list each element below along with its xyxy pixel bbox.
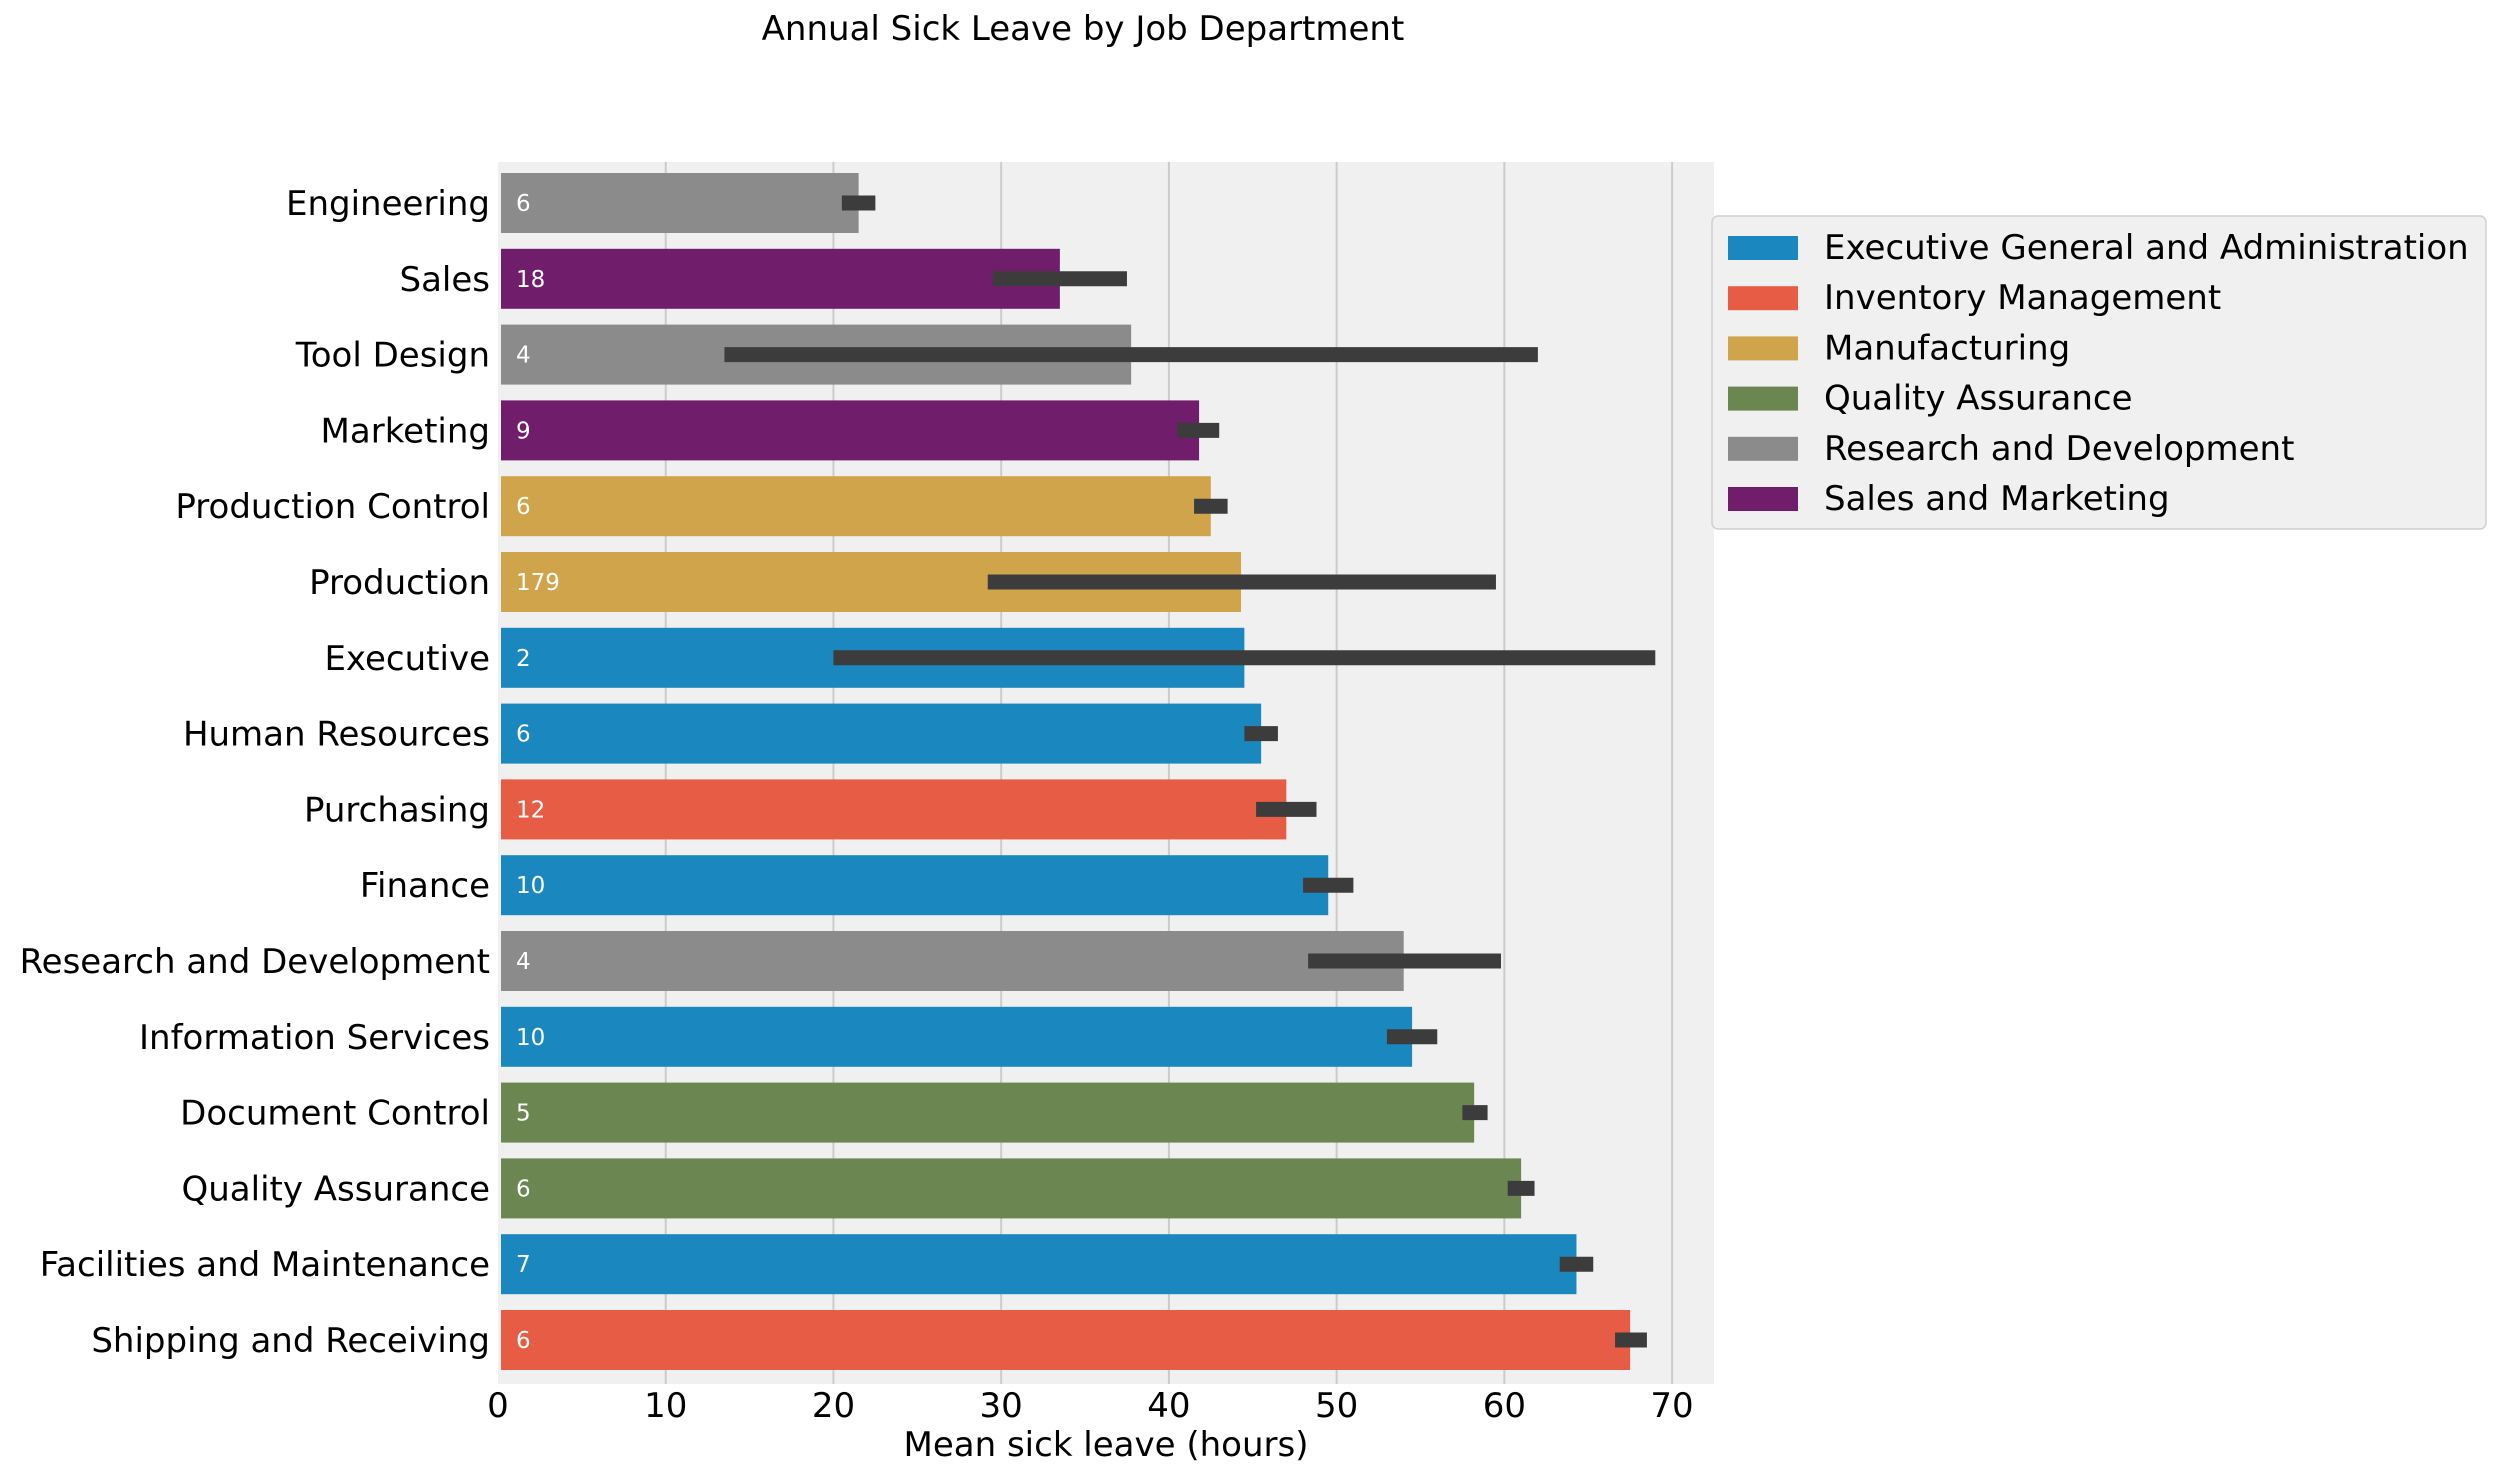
count-labels: 6 18 4 9 6 179 2 6 12 10 4 10 5 6 7 6	[516, 191, 560, 1354]
legend-label-research-and-development: Research and Development	[1824, 429, 2294, 469]
y-tick-label-tool-design: Tool Design	[295, 336, 490, 376]
error-bars	[724, 195, 1656, 1348]
x-tick-label-10: 10	[644, 1386, 687, 1426]
x-axis-title: Mean sick leave (hours)	[904, 1425, 1309, 1465]
x-tick-label-20: 20	[812, 1386, 855, 1426]
y-tick-label-document-control: Document Control	[180, 1094, 490, 1134]
y-tick-label-production: Production	[309, 563, 490, 603]
legend-label-quality-assurance: Quality Assurance	[1824, 379, 2133, 419]
y-tick-label-information-services: Information Services	[139, 1018, 490, 1058]
bar-engineering	[501, 173, 859, 233]
bar-purchasing	[501, 779, 1287, 840]
y-tick-label-quality-assurance: Quality Assurance	[181, 1169, 490, 1209]
x-tick-label-70: 70	[1650, 1386, 1693, 1426]
x-tick-label-0: 0	[487, 1386, 509, 1426]
legend-swatch-sales-and-marketing	[1728, 487, 1798, 511]
x-tick-labels: 0 10 20 30 40 50 60 70	[487, 1386, 1694, 1426]
y-tick-label-marketing: Marketing	[321, 411, 490, 451]
legend-swatch-inventory-management	[1728, 286, 1798, 311]
y-tick-label-human-resources: Human Resources	[183, 715, 490, 755]
count-label-purchasing: 12	[516, 797, 545, 823]
bar-information-services	[501, 1006, 1413, 1067]
count-label-sales: 18	[516, 267, 545, 293]
legend-box	[1711, 215, 2487, 530]
legend-swatch-research-and-development	[1728, 436, 1798, 461]
y-tick-label-purchasing: Purchasing	[304, 790, 490, 830]
count-label-research-and-development: 4	[516, 949, 531, 975]
bar-human-resources	[501, 703, 1262, 764]
count-label-production: 179	[516, 570, 560, 596]
y-tick-label-sales: Sales	[400, 260, 491, 300]
x-tick-label-50: 50	[1315, 1386, 1358, 1426]
count-label-human-resources: 6	[516, 722, 531, 748]
x-tick-label-40: 40	[1147, 1386, 1190, 1426]
count-label-facilities-and-maintenance: 7	[516, 1252, 531, 1278]
y-tick-label-research-and-development: Research and Development	[20, 942, 490, 982]
count-label-shipping-and-receiving: 6	[516, 1328, 531, 1354]
bar-finance	[501, 855, 1329, 916]
legend-swatch-quality-assurance	[1728, 386, 1798, 411]
count-label-finance: 10	[516, 873, 545, 899]
legend-swatch-manufacturing	[1728, 336, 1798, 361]
x-tick-label-30: 30	[980, 1386, 1023, 1426]
bar-research-and-development	[501, 931, 1404, 991]
bar-facilities-and-maintenance	[501, 1234, 1577, 1295]
count-label-quality-assurance: 6	[516, 1176, 531, 1202]
bar-production-control	[501, 476, 1211, 537]
count-label-tool-design: 4	[516, 343, 531, 369]
count-label-executive: 2	[516, 646, 531, 672]
bar-shipping-and-receiving	[501, 1310, 1631, 1370]
legend: Executive General and Administration Inve…	[1711, 215, 2487, 530]
y-tick-label-shipping-and-receiving: Shipping and Receiving	[91, 1321, 490, 1361]
legend-label-manufacturing: Manufacturing	[1824, 328, 2070, 368]
bar-document-control	[501, 1082, 1475, 1143]
bar-marketing	[501, 400, 1200, 461]
legend-label-sales-and-marketing: Sales and Marketing	[1824, 479, 2170, 519]
count-label-marketing: 9	[516, 418, 531, 444]
chart-title: Annual Sick Leave by Job Department	[762, 9, 1405, 49]
y-tick-labels: Engineering Sales Tool Design Marketing Prod…	[20, 184, 490, 1361]
legend-label-executive-general-and-administration: Executive General and Administration	[1824, 228, 2469, 268]
count-label-engineering: 6	[516, 191, 531, 217]
count-label-document-control: 5	[516, 1101, 531, 1127]
y-tick-label-executive: Executive	[324, 639, 490, 679]
x-tick-label-60: 60	[1483, 1386, 1526, 1426]
bar-sales	[501, 248, 1060, 309]
legend-label-inventory-management: Inventory Management	[1824, 278, 2221, 318]
y-tick-label-production-control: Production Control	[175, 487, 490, 527]
bars	[501, 173, 1631, 1370]
bar-quality-assurance	[501, 1158, 1522, 1219]
count-label-information-services: 10	[516, 1025, 545, 1051]
y-tick-label-finance: Finance	[360, 866, 490, 906]
y-tick-label-facilities-and-maintenance: Facilities and Maintenance	[40, 1245, 490, 1285]
legend-swatch-executive-general-and-administration	[1728, 236, 1798, 260]
count-label-production-control: 6	[516, 494, 531, 520]
y-tick-label-engineering: Engineering	[286, 184, 490, 224]
